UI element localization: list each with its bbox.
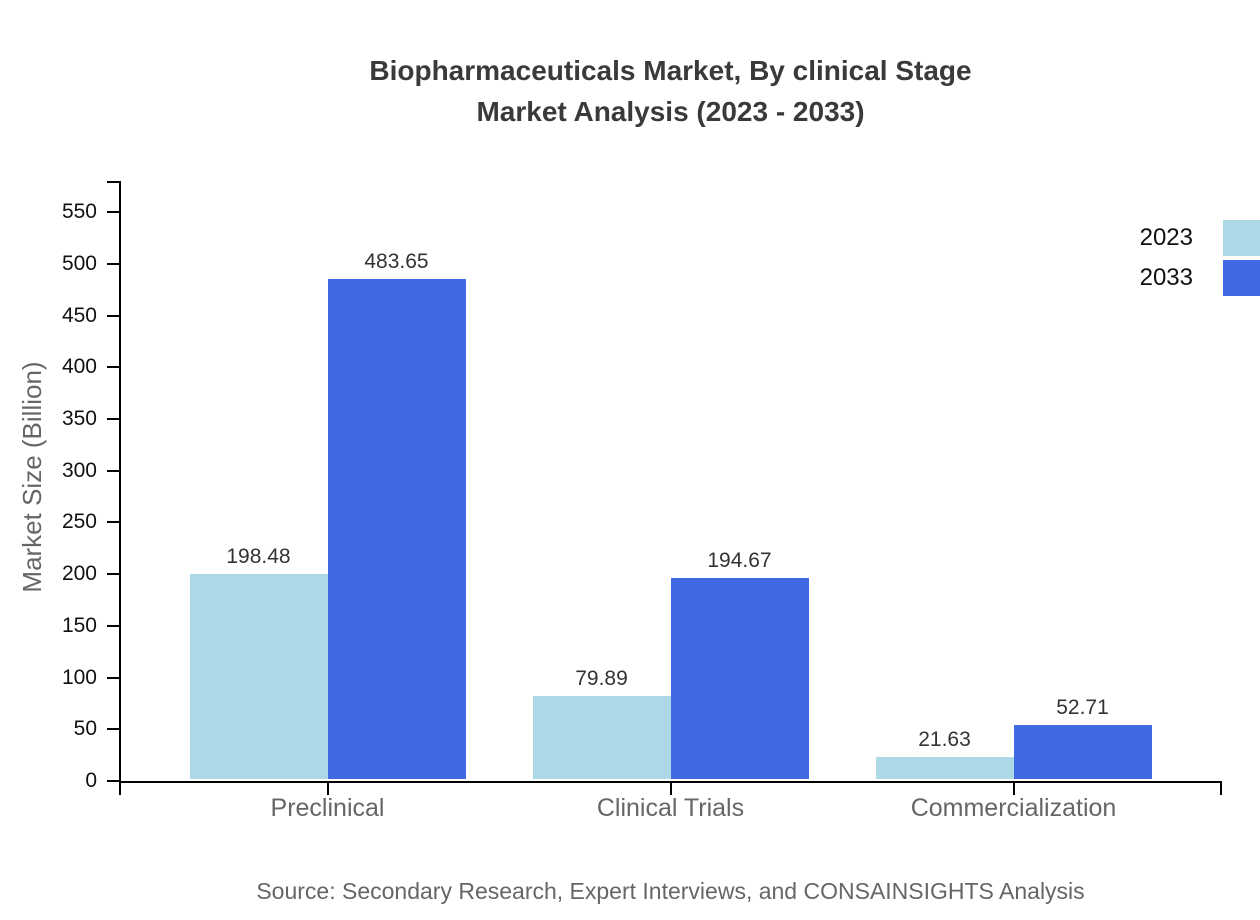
legend-item-2023: 2023	[1140, 220, 1260, 256]
y-tick	[107, 366, 119, 369]
y-tick-label: 350	[61, 406, 97, 430]
chart-title: Biopharmaceuticals Market, By clinical S…	[119, 50, 1222, 132]
x-tick	[326, 783, 329, 795]
bar-2033-2	[1013, 724, 1152, 779]
y-tick	[107, 469, 119, 472]
y-tick-label: 300	[61, 458, 97, 482]
x-category-label-2: Commercialization	[910, 794, 1117, 822]
legend-item-2033: 2033	[1140, 260, 1260, 296]
y-tick-label: 250	[61, 510, 97, 534]
chart-title-line1: Biopharmaceuticals Market, By clinical S…	[369, 55, 972, 86]
bar-2023-0	[189, 573, 328, 779]
y-tick	[107, 676, 119, 679]
bar-2033-0	[327, 278, 466, 779]
y-tick	[107, 624, 119, 627]
x-axis-line	[119, 781, 1222, 783]
chart-title-line2: Market Analysis (2023 - 2033)	[476, 96, 865, 127]
y-tick	[107, 211, 119, 213]
x-tick	[669, 783, 672, 795]
legend-swatch	[1223, 220, 1260, 256]
x-axis-left-cap	[119, 783, 121, 795]
bar-value-label: 198.48	[226, 544, 291, 568]
source-note: Source: Secondary Research, Expert Inter…	[256, 878, 1085, 904]
plot-area: 0 50 100 150 200 250 300 350 400 450 500 550 198.48 4…	[62, 181, 1222, 822]
y-tick-label: 150	[61, 613, 97, 637]
y-tick-label: 0	[85, 769, 97, 792]
bar-value-label: 194.67	[707, 548, 772, 572]
y-tick	[107, 780, 119, 782]
y-tick	[107, 521, 119, 524]
y-tick-label: 50	[73, 717, 97, 741]
x-category-label-1: Clinical Trials	[596, 794, 745, 822]
y-tick-label: 200	[61, 562, 97, 586]
legend: 2023 2033	[1140, 220, 1260, 300]
legend-label: 2033	[1139, 264, 1193, 291]
y-axis-top-cap	[107, 181, 119, 183]
y-axis-line	[119, 181, 121, 783]
x-category-label-0: Preclinical	[270, 794, 385, 822]
y-tick	[107, 262, 119, 265]
y-tick-label: 450	[61, 303, 97, 327]
x-axis-right-cap	[1220, 783, 1222, 795]
y-tick-label: 550	[61, 200, 97, 223]
y-tick	[107, 417, 119, 420]
legend-label: 2023	[1139, 224, 1193, 251]
legend-swatch	[1223, 260, 1260, 296]
bar-2023-1	[532, 696, 671, 779]
y-tick-label: 400	[61, 355, 97, 379]
bar-value-label: 52.71	[1056, 695, 1109, 719]
bar-2023-2	[875, 756, 1014, 779]
y-tick	[107, 314, 119, 317]
y-tick-label: 100	[61, 665, 97, 689]
bar-value-label: 79.89	[575, 667, 628, 691]
y-tick	[107, 728, 119, 731]
bar-value-label: 21.63	[918, 727, 971, 751]
y-tick	[107, 573, 119, 576]
y-tick-label: 500	[61, 251, 97, 275]
x-tick	[1012, 783, 1015, 795]
bar-value-label: 483.65	[364, 249, 429, 273]
bar-2033-1	[670, 577, 809, 779]
